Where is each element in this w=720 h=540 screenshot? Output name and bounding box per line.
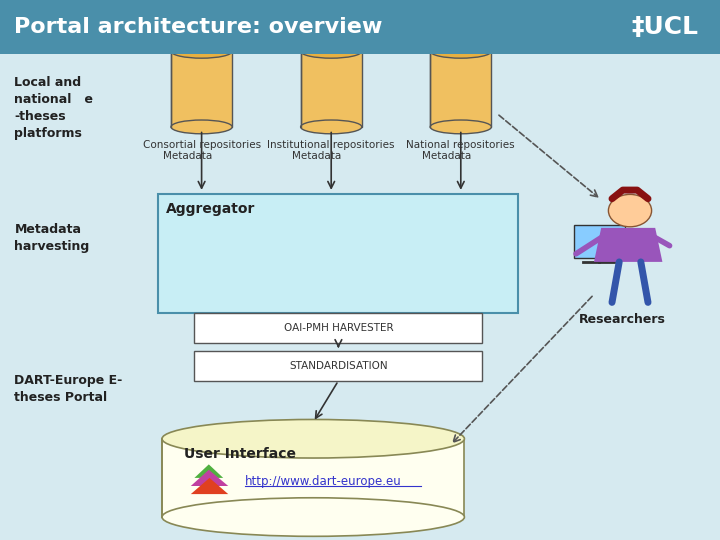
FancyBboxPatch shape	[194, 313, 482, 343]
Ellipse shape	[171, 120, 233, 134]
FancyBboxPatch shape	[158, 194, 518, 313]
Circle shape	[608, 194, 652, 227]
Ellipse shape	[431, 120, 492, 134]
Ellipse shape	[162, 498, 464, 536]
Text: National repositories: National repositories	[407, 140, 515, 151]
Polygon shape	[191, 470, 228, 486]
FancyBboxPatch shape	[301, 51, 362, 127]
FancyBboxPatch shape	[431, 51, 491, 127]
Ellipse shape	[171, 44, 233, 58]
Text: Local and
national   e
-theses
platforms: Local and national e -theses platforms	[14, 76, 94, 140]
Polygon shape	[194, 464, 223, 478]
Text: Consortial repositories: Consortial repositories	[143, 140, 261, 151]
FancyBboxPatch shape	[574, 225, 625, 258]
Ellipse shape	[301, 120, 362, 134]
Text: Institutional repositories: Institutional repositories	[267, 140, 395, 151]
Polygon shape	[594, 228, 662, 262]
Text: Metadata: Metadata	[163, 151, 212, 161]
Polygon shape	[191, 478, 228, 494]
FancyBboxPatch shape	[0, 0, 720, 54]
Text: http://www.dart-europe.eu: http://www.dart-europe.eu	[245, 475, 402, 488]
Text: STANDARDISATION: STANDARDISATION	[289, 361, 387, 371]
Text: Metadata: Metadata	[422, 151, 471, 161]
Text: Aggregator: Aggregator	[166, 202, 255, 217]
FancyBboxPatch shape	[162, 438, 464, 517]
Text: Metadata
harvesting: Metadata harvesting	[14, 222, 90, 253]
Ellipse shape	[431, 44, 492, 58]
Ellipse shape	[301, 44, 362, 58]
FancyBboxPatch shape	[171, 51, 232, 127]
Text: User Interface: User Interface	[184, 447, 296, 461]
Text: Metadata: Metadata	[292, 151, 341, 161]
Text: Portal architecture: overview: Portal architecture: overview	[14, 17, 383, 37]
Ellipse shape	[162, 420, 464, 458]
Text: ‡UCL: ‡UCL	[631, 15, 698, 39]
Text: OAI-PMH HARVESTER: OAI-PMH HARVESTER	[284, 323, 393, 333]
FancyBboxPatch shape	[194, 351, 482, 381]
Text: Researchers: Researchers	[580, 313, 666, 326]
Text: DART-Europe E-
theses Portal: DART-Europe E- theses Portal	[14, 374, 122, 404]
